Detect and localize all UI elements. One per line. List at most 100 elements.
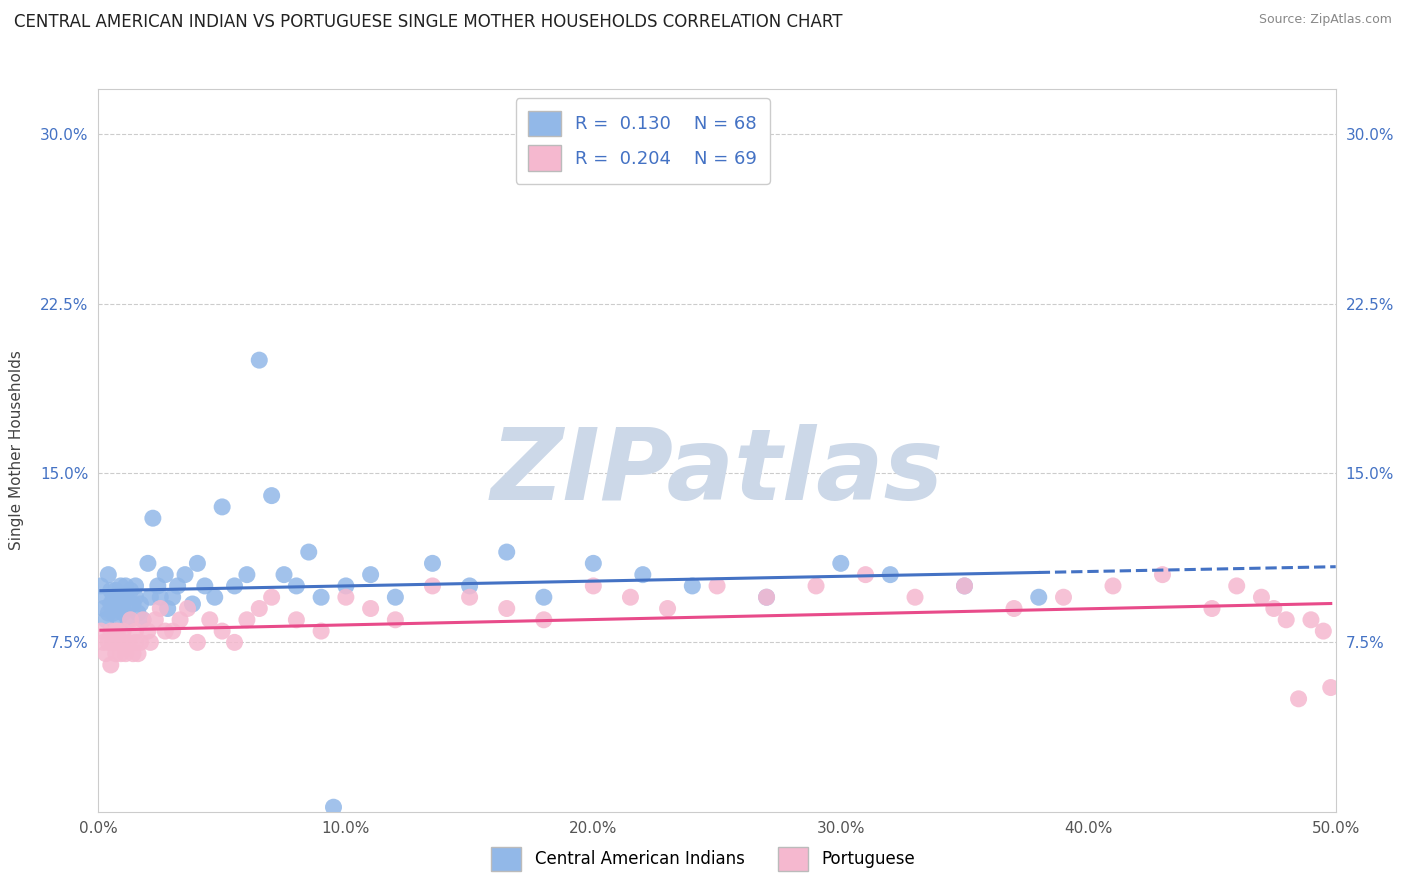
Point	[260, 591, 283, 605]
Text: CENTRAL AMERICAN INDIAN VS PORTUGUESE SINGLE MOTHER HOUSEHOLDS CORRELATION CHART: CENTRAL AMERICAN INDIAN VS PORTUGUESE SI…	[14, 13, 842, 31]
Point	[117, 635, 139, 649]
Point	[309, 624, 332, 639]
Point	[236, 567, 259, 582]
Point	[122, 647, 145, 661]
Point	[533, 613, 555, 627]
Point	[631, 567, 654, 582]
Point	[103, 635, 125, 649]
Point	[458, 591, 481, 605]
Point	[830, 557, 852, 571]
Point	[657, 601, 679, 615]
Point	[114, 591, 136, 605]
Point	[1028, 591, 1050, 605]
Point	[755, 591, 778, 605]
Point	[186, 557, 208, 571]
Point	[422, 579, 444, 593]
Point	[582, 557, 605, 571]
Point	[260, 489, 283, 503]
Point	[1002, 601, 1025, 615]
Point	[104, 597, 127, 611]
Point	[155, 624, 177, 639]
Legend: R =  0.130    N = 68, R =  0.204    N = 69: R = 0.130 N = 68, R = 0.204 N = 69	[516, 98, 770, 184]
Point	[582, 579, 605, 593]
Point	[533, 591, 555, 605]
Point	[360, 567, 382, 582]
Point	[166, 579, 188, 593]
Point	[1201, 601, 1223, 615]
Point	[335, 591, 357, 605]
Point	[97, 635, 120, 649]
Point	[132, 613, 155, 627]
Point	[103, 606, 125, 620]
Point	[681, 579, 703, 593]
Point	[93, 635, 115, 649]
Point	[458, 579, 481, 593]
Point	[97, 567, 120, 582]
Point	[107, 601, 129, 615]
Point	[107, 613, 129, 627]
Point	[706, 579, 728, 593]
Point	[124, 579, 146, 593]
Point	[162, 624, 184, 639]
Point	[1312, 624, 1334, 639]
Point	[186, 635, 208, 649]
Point	[619, 591, 641, 605]
Point	[1275, 613, 1298, 627]
Point	[136, 557, 159, 571]
Point	[124, 635, 146, 649]
Point	[136, 624, 159, 639]
Point	[855, 567, 877, 582]
Point	[495, 601, 517, 615]
Point	[155, 567, 177, 582]
Point	[117, 601, 139, 615]
Point	[335, 579, 357, 593]
Point	[117, 613, 139, 627]
Point	[804, 579, 827, 593]
Point	[169, 613, 191, 627]
Point	[273, 567, 295, 582]
Point	[224, 635, 246, 649]
Point	[110, 647, 132, 661]
Point	[204, 591, 226, 605]
Point	[236, 613, 259, 627]
Point	[103, 591, 125, 605]
Point	[112, 624, 135, 639]
Point	[953, 579, 976, 593]
Point	[124, 591, 146, 605]
Point	[1226, 579, 1249, 593]
Point	[298, 545, 321, 559]
Point	[100, 657, 122, 672]
Point	[114, 579, 136, 593]
Point	[224, 579, 246, 593]
Point	[322, 800, 344, 814]
Point	[127, 647, 149, 661]
Point	[360, 601, 382, 615]
Point	[100, 583, 122, 598]
Point	[174, 567, 197, 582]
Point	[285, 579, 308, 593]
Point	[129, 635, 152, 649]
Point	[104, 624, 127, 639]
Point	[94, 647, 117, 661]
Point	[104, 583, 127, 598]
Point	[384, 613, 406, 627]
Point	[112, 597, 135, 611]
Point	[198, 613, 221, 627]
Point	[139, 635, 162, 649]
Point	[122, 597, 145, 611]
Point	[755, 591, 778, 605]
Point	[114, 647, 136, 661]
Point	[162, 591, 184, 605]
Point	[384, 591, 406, 605]
Point	[194, 579, 217, 593]
Point	[120, 613, 142, 627]
Point	[1152, 567, 1174, 582]
Point	[127, 606, 149, 620]
Point	[120, 583, 142, 598]
Point	[142, 511, 165, 525]
Point	[211, 624, 233, 639]
Point	[1319, 681, 1341, 695]
Point	[94, 613, 117, 627]
Point	[100, 597, 122, 611]
Point	[93, 601, 115, 615]
